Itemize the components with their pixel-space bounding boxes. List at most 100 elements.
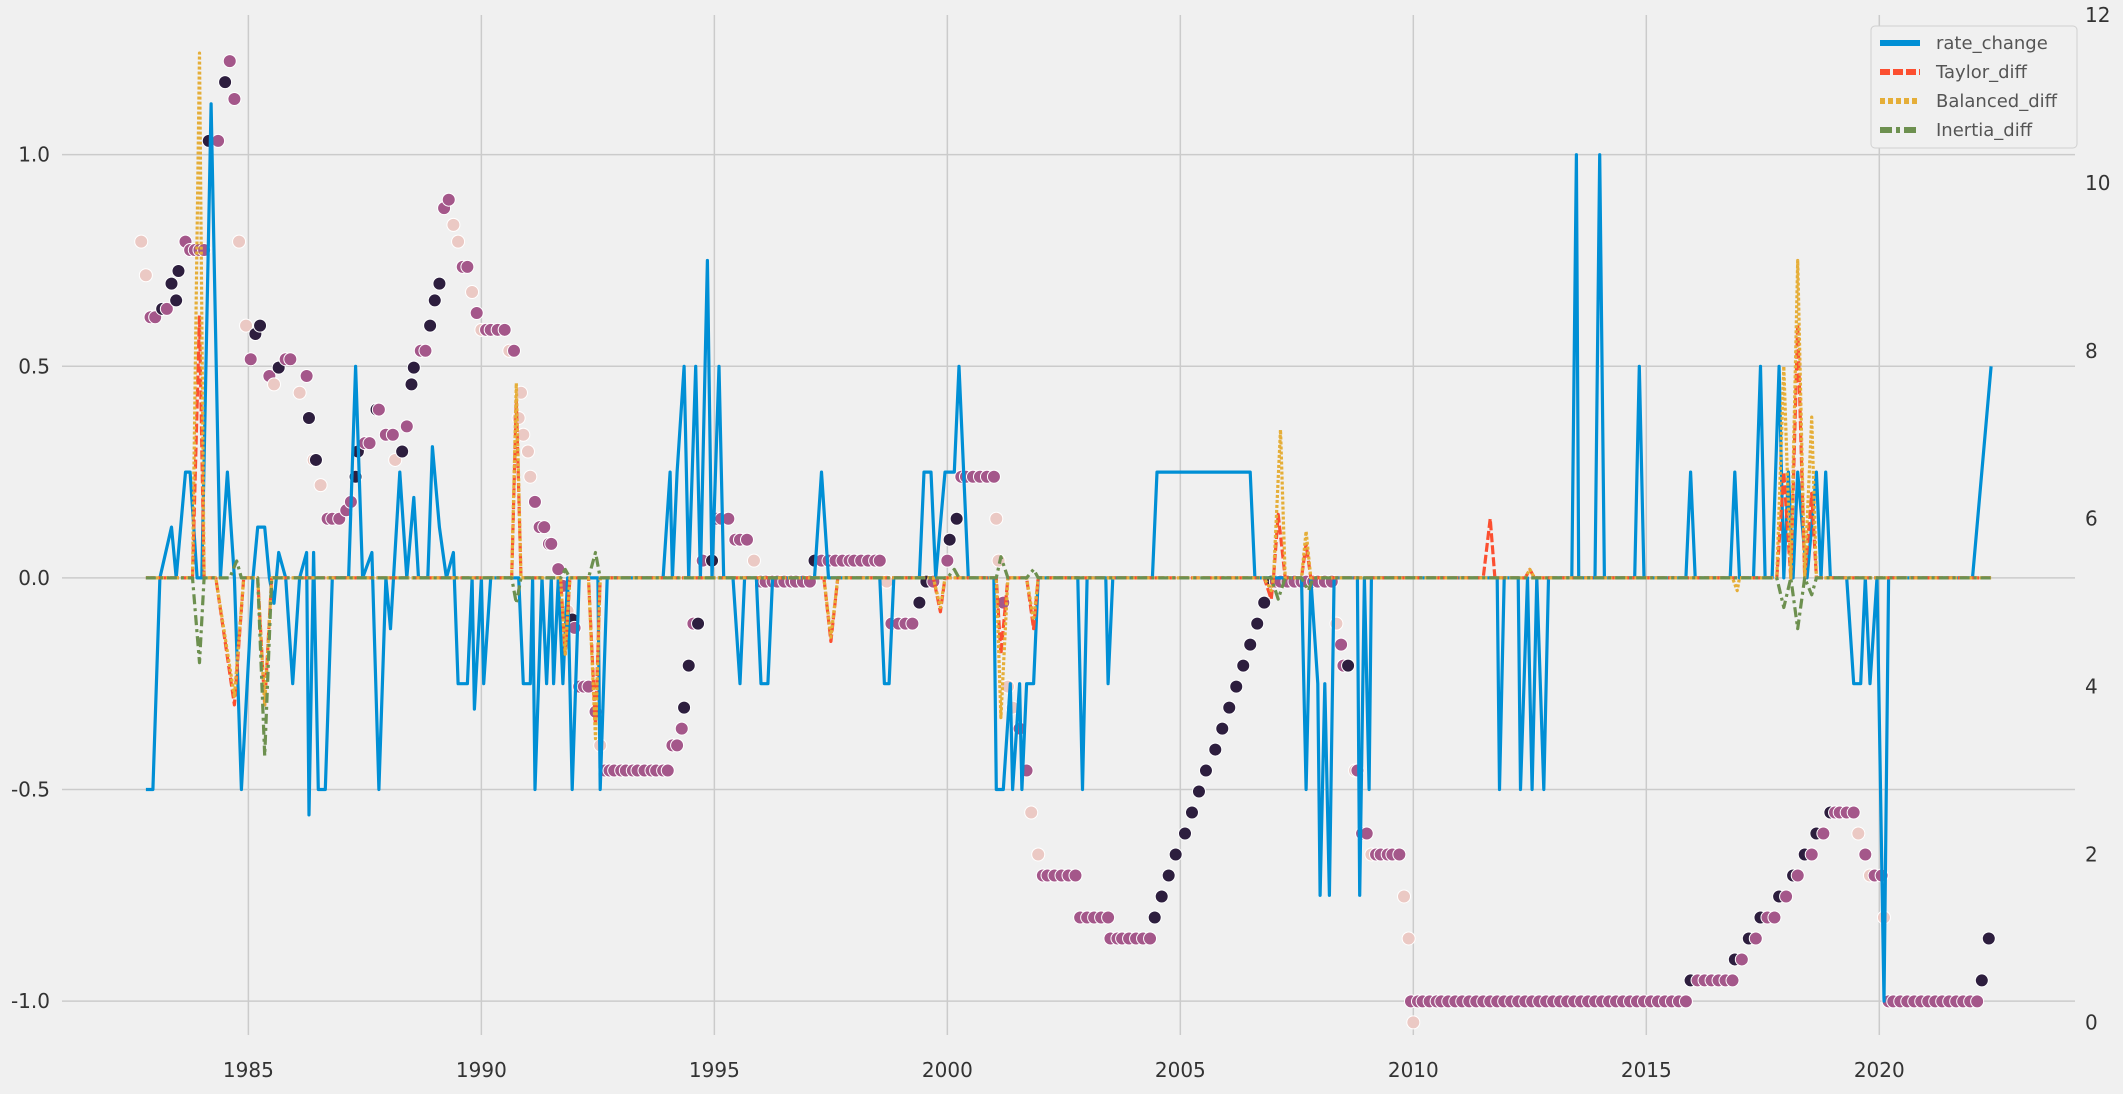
scatter-point <box>1229 679 1244 694</box>
scatter-point <box>169 293 184 308</box>
scatter-point <box>1168 847 1183 862</box>
scatter-point <box>1257 595 1272 610</box>
scatter-series <box>134 54 1996 1030</box>
scatter-point <box>283 352 298 367</box>
y-axis-left-ticks: -1.0 -0.5 0.0 0.5 1.0 <box>11 143 50 1013</box>
scatter-point <box>986 469 1001 484</box>
scatter-point <box>497 322 512 337</box>
scatter-point <box>1734 952 1749 967</box>
scatter-point <box>949 511 964 526</box>
scatter-point <box>1341 658 1356 673</box>
scatter-point <box>551 562 566 577</box>
y-right-tick-label: 8 <box>2085 339 2098 363</box>
scatter-point <box>940 553 955 568</box>
scatter-point <box>1250 616 1265 631</box>
scatter-point <box>1000 679 1015 694</box>
y-left-tick-label: -1.0 <box>11 989 50 1013</box>
scatter-point <box>446 217 461 232</box>
scatter-point <box>1222 700 1237 715</box>
scatter-point <box>1236 658 1251 673</box>
scatter-point <box>544 536 559 551</box>
scatter-point <box>1981 931 1996 946</box>
scatter-point <box>134 234 149 249</box>
scatter-point <box>1767 910 1782 925</box>
scatter-point <box>406 360 421 375</box>
y-right-tick-label: 4 <box>2085 675 2098 699</box>
scatter-point <box>1191 784 1206 799</box>
scatter-point <box>1101 910 1116 925</box>
legend-label: Taylor_diff <box>1935 62 2028 83</box>
scatter-point <box>1177 826 1192 841</box>
scatter-point <box>739 532 754 547</box>
scatter-point <box>1392 847 1407 862</box>
x-tick-label: 2015 <box>1621 1058 1672 1082</box>
scatter-point <box>1161 868 1176 883</box>
scatter-point <box>423 318 438 333</box>
scatter-point <box>301 410 316 425</box>
scatter-point <box>253 318 268 333</box>
scatter-point <box>1198 763 1213 778</box>
scatter-point <box>427 293 442 308</box>
scatter-point <box>1401 931 1416 946</box>
scatter-point <box>1397 889 1411 904</box>
scatter-point <box>138 268 153 283</box>
scatter-point <box>465 285 480 300</box>
scatter-point <box>469 306 484 321</box>
series-line-rate-change <box>145 102 1993 1003</box>
scatter-point <box>1846 805 1861 820</box>
scatter-point <box>308 452 323 467</box>
y-axis-right-ticks: 0 2 4 6 8 10 12 <box>2085 3 2110 1034</box>
x-tick-label: 2000 <box>922 1058 973 1082</box>
scatter-point <box>1334 637 1349 652</box>
legend-label: Balanced_diff <box>1936 91 2058 112</box>
scatter-point <box>506 343 521 358</box>
scatter-point <box>404 377 419 392</box>
scatter-point <box>1974 973 1989 988</box>
scatter-point <box>872 553 887 568</box>
scatter-point <box>1215 721 1230 736</box>
scatter-point <box>660 763 675 778</box>
scatter-point <box>1725 973 1740 988</box>
scatter-point <box>399 419 414 434</box>
scatter-point <box>746 553 761 568</box>
scatter-point <box>1790 868 1805 883</box>
scatter-point <box>1779 889 1794 904</box>
scatter-point <box>520 444 535 459</box>
scatter-point <box>942 532 957 547</box>
x-tick-label: 2010 <box>1388 1058 1439 1082</box>
scatter-point <box>171 264 186 279</box>
y-right-tick-label: 12 <box>2085 3 2110 27</box>
y-left-tick-label: 0.0 <box>18 566 50 590</box>
scatter-point <box>1024 805 1039 820</box>
scatter-point <box>1858 847 1873 862</box>
scatter-point <box>1804 847 1819 862</box>
scatter-point <box>239 318 254 333</box>
scatter-point <box>395 444 410 459</box>
scatter-point <box>218 75 233 90</box>
scatter-point <box>451 234 466 249</box>
scatter-point <box>1031 847 1046 862</box>
legend: rate_change Taylor_diff Balanced_diff Inert… <box>1870 25 2078 149</box>
series-line-inertia-diff <box>145 550 1992 758</box>
scatter-point <box>523 469 538 484</box>
scatter-point <box>432 276 447 291</box>
x-tick-label: 1995 <box>689 1058 740 1082</box>
scatter-point <box>292 385 307 400</box>
x-axis-ticks: 1985 1990 1995 2000 2005 2010 2015 2020 <box>223 1058 1905 1082</box>
scatter-point <box>1208 742 1223 757</box>
scatter-point <box>1406 1015 1421 1030</box>
scatter-point <box>159 301 174 316</box>
scatter-point <box>912 595 927 610</box>
scatter-point <box>313 478 328 493</box>
line-series <box>145 51 1993 1003</box>
y-right-tick-label: 10 <box>2085 171 2110 195</box>
scatter-point <box>418 343 433 358</box>
scatter-point <box>989 511 1004 526</box>
scatter-point <box>1184 805 1199 820</box>
scatter-point <box>164 276 179 291</box>
scatter-point <box>1748 931 1763 946</box>
scatter-point <box>211 133 226 148</box>
scatter-point <box>670 738 685 753</box>
scatter-point <box>362 436 377 451</box>
